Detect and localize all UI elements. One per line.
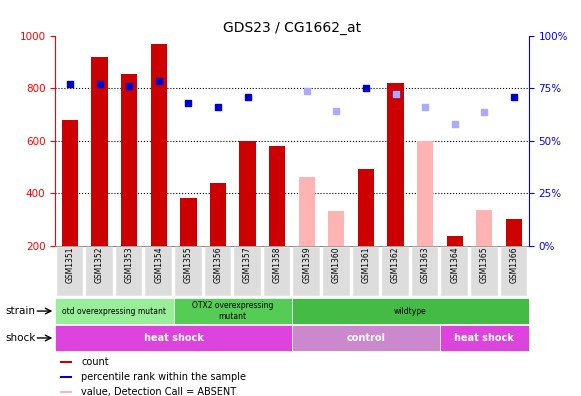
Text: strain: strain xyxy=(6,306,36,316)
Bar xyxy=(60,361,72,364)
FancyBboxPatch shape xyxy=(57,247,83,296)
Text: GSM1362: GSM1362 xyxy=(391,247,400,283)
Point xyxy=(243,93,252,100)
Text: otd overexpressing mutant: otd overexpressing mutant xyxy=(62,307,166,316)
FancyBboxPatch shape xyxy=(353,247,379,296)
Bar xyxy=(180,198,196,246)
Point xyxy=(302,88,311,94)
Text: GSM1359: GSM1359 xyxy=(302,247,311,283)
Point xyxy=(391,91,400,97)
Bar xyxy=(91,57,107,246)
Text: GSM1365: GSM1365 xyxy=(480,247,489,283)
Bar xyxy=(358,169,374,246)
FancyBboxPatch shape xyxy=(442,247,468,296)
Bar xyxy=(55,298,174,324)
Bar xyxy=(62,120,78,246)
Bar xyxy=(269,146,285,246)
FancyBboxPatch shape xyxy=(86,247,113,296)
Text: GSM1352: GSM1352 xyxy=(95,247,104,283)
Text: GSM1363: GSM1363 xyxy=(421,247,429,283)
Bar xyxy=(388,83,404,246)
Text: GSM1364: GSM1364 xyxy=(450,247,459,283)
Text: GSM1351: GSM1351 xyxy=(66,247,74,283)
Point xyxy=(213,104,223,110)
Bar xyxy=(121,74,137,246)
Text: GSM1358: GSM1358 xyxy=(272,247,282,283)
Text: GSM1356: GSM1356 xyxy=(213,247,223,283)
Title: GDS23 / CG1662_at: GDS23 / CG1662_at xyxy=(223,21,361,34)
FancyBboxPatch shape xyxy=(175,247,202,296)
FancyBboxPatch shape xyxy=(471,247,498,296)
Point xyxy=(361,85,371,91)
Bar xyxy=(60,376,72,378)
Bar xyxy=(299,177,315,246)
Bar xyxy=(239,141,256,246)
Bar xyxy=(476,210,493,246)
Point xyxy=(184,100,193,106)
Bar xyxy=(60,391,72,393)
Text: OTX2 overexpressing
mutant: OTX2 overexpressing mutant xyxy=(192,301,274,321)
Bar xyxy=(174,298,292,324)
Text: GSM1355: GSM1355 xyxy=(184,247,193,283)
Bar xyxy=(210,183,226,246)
Text: count: count xyxy=(81,357,109,367)
FancyBboxPatch shape xyxy=(205,247,231,296)
Point xyxy=(391,91,400,97)
Bar xyxy=(417,141,433,246)
Text: percentile rank within the sample: percentile rank within the sample xyxy=(81,372,246,382)
Point xyxy=(95,81,104,87)
Bar xyxy=(328,211,345,246)
Text: control: control xyxy=(346,333,385,343)
Bar xyxy=(292,298,529,324)
Point xyxy=(65,81,74,87)
Text: GSM1357: GSM1357 xyxy=(243,247,252,283)
Bar xyxy=(447,236,463,246)
Point xyxy=(480,109,489,115)
Point xyxy=(421,104,430,110)
FancyBboxPatch shape xyxy=(116,247,142,296)
Text: heat shock: heat shock xyxy=(454,333,514,343)
Text: heat shock: heat shock xyxy=(144,333,203,343)
Bar xyxy=(292,325,440,351)
Bar xyxy=(506,219,522,246)
Text: GSM1353: GSM1353 xyxy=(125,247,134,283)
Text: GSM1354: GSM1354 xyxy=(155,247,163,283)
Text: GSM1366: GSM1366 xyxy=(510,247,518,283)
Text: GSM1361: GSM1361 xyxy=(361,247,371,283)
Text: wildtype: wildtype xyxy=(394,307,426,316)
Point xyxy=(510,93,519,100)
Bar xyxy=(55,325,292,351)
FancyBboxPatch shape xyxy=(293,247,320,296)
Point xyxy=(450,121,460,127)
Text: shock: shock xyxy=(6,333,36,343)
FancyBboxPatch shape xyxy=(501,247,527,296)
FancyBboxPatch shape xyxy=(264,247,290,296)
Text: GSM1360: GSM1360 xyxy=(332,247,341,283)
Bar xyxy=(150,44,167,246)
Text: value, Detection Call = ABSENT: value, Detection Call = ABSENT xyxy=(81,387,236,396)
FancyBboxPatch shape xyxy=(382,247,409,296)
FancyBboxPatch shape xyxy=(234,247,261,296)
Point xyxy=(154,78,163,84)
Bar xyxy=(440,325,529,351)
FancyBboxPatch shape xyxy=(145,247,172,296)
Point xyxy=(332,108,341,114)
FancyBboxPatch shape xyxy=(323,247,350,296)
FancyBboxPatch shape xyxy=(412,247,439,296)
Point xyxy=(124,83,134,89)
